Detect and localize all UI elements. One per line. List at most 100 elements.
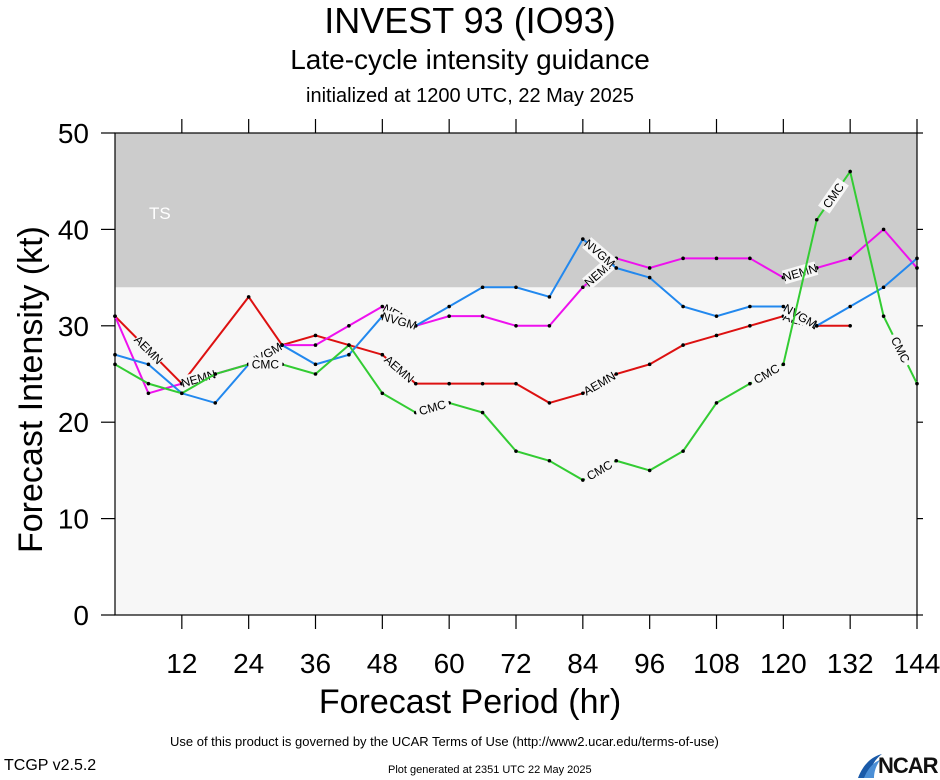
x-tick-label: 144 [894,648,940,679]
x-tick-label: 84 [567,648,598,679]
series-label-bg [248,357,283,372]
data-point [113,314,117,318]
data-point [581,478,585,482]
chart-title: INVEST 93 (IO93) [324,0,616,41]
y-tick-label: 40 [58,214,89,245]
data-point [714,401,719,405]
data-point [748,256,752,261]
data-point [681,304,685,309]
data-point [681,343,685,347]
data-point [313,343,318,347]
intensity-band-ts [115,133,917,288]
data-point [514,381,518,386]
version-label: TCGP v2.5.2 [4,757,97,774]
x-axis-label: Forecast Period (hr) [318,683,622,721]
data-point [915,381,919,386]
data-point [581,391,585,396]
data-point [614,372,619,376]
data-point [781,304,786,309]
data-point [915,256,919,261]
data-point [146,362,151,367]
data-point [647,468,652,473]
data-point [547,401,552,405]
data-point [347,352,351,357]
data-point [146,381,151,386]
series-label-bg [581,455,618,485]
data-point [748,381,752,386]
data-point [581,285,585,290]
x-tick-label: 36 [300,648,331,679]
series-label-bg [781,301,819,331]
data-point [347,324,351,328]
x-tick-label: 12 [166,648,197,679]
data-point [213,401,218,405]
data-point [380,304,385,309]
data-point [447,304,451,309]
series-label-bg [131,332,166,367]
data-point [614,458,619,463]
data-point [915,266,919,270]
data-point [581,237,585,241]
data-point [781,362,786,367]
data-point [514,449,518,453]
series-label-bg [886,331,915,369]
y-axis-label: Forecast Intensity (kt) [12,226,50,553]
data-point [347,343,351,347]
data-point [313,372,318,376]
data-point [748,324,752,328]
data-point [848,256,852,261]
y-tick-label: 20 [58,407,89,438]
series-label-bg [581,369,618,399]
band-label: TS [149,204,171,223]
x-tick-label: 108 [693,648,740,679]
data-point [714,314,719,318]
ncar-logo-text: NCAR [878,753,939,778]
ncar-logo-icon [858,754,882,778]
series-label-bg [180,367,217,391]
init-time: initialized at 1200 UTC, 22 May 2025 [306,85,634,107]
data-point [480,381,485,386]
data-point [380,391,385,396]
data-point [814,324,819,328]
series-label-cmc: CMC [252,357,280,371]
terms-of-use-text: Use of this product is governed by the U… [170,734,719,749]
generated-timestamp: Plot generated at 2351 UTC 22 May 2025 [388,764,592,776]
data-point [647,266,652,270]
data-point [881,227,886,232]
data-point [213,372,218,376]
data-point [647,362,652,367]
x-tick-label: 96 [634,648,665,679]
data-point [246,295,251,299]
data-point [113,362,117,367]
data-point [848,169,852,174]
y-tick-label: 50 [58,118,89,149]
x-tick-label: 60 [434,648,465,679]
data-point [547,324,552,328]
data-point [514,324,518,328]
data-point [748,304,752,309]
data-point [313,333,318,338]
series-label-bg [414,396,451,420]
data-point [480,410,485,415]
y-tick-label: 10 [58,504,89,535]
data-point [447,381,451,386]
data-point [480,285,485,290]
data-point [113,352,117,357]
data-point [514,285,518,290]
data-point [280,343,284,347]
data-point [547,458,552,463]
data-point [681,449,685,453]
data-point [180,391,184,396]
x-tick-label: 24 [233,648,264,679]
series-label-bg [781,261,819,285]
data-point [848,304,852,309]
data-point [313,362,318,367]
y-tick-label: 0 [73,600,89,631]
data-point [881,314,886,318]
x-tick-label: 72 [500,648,531,679]
chart-subtitle: Late-cycle intensity guidance [290,44,650,75]
data-point [146,391,151,396]
y-tick-label: 30 [58,311,89,342]
x-tick-label: 48 [367,648,398,679]
